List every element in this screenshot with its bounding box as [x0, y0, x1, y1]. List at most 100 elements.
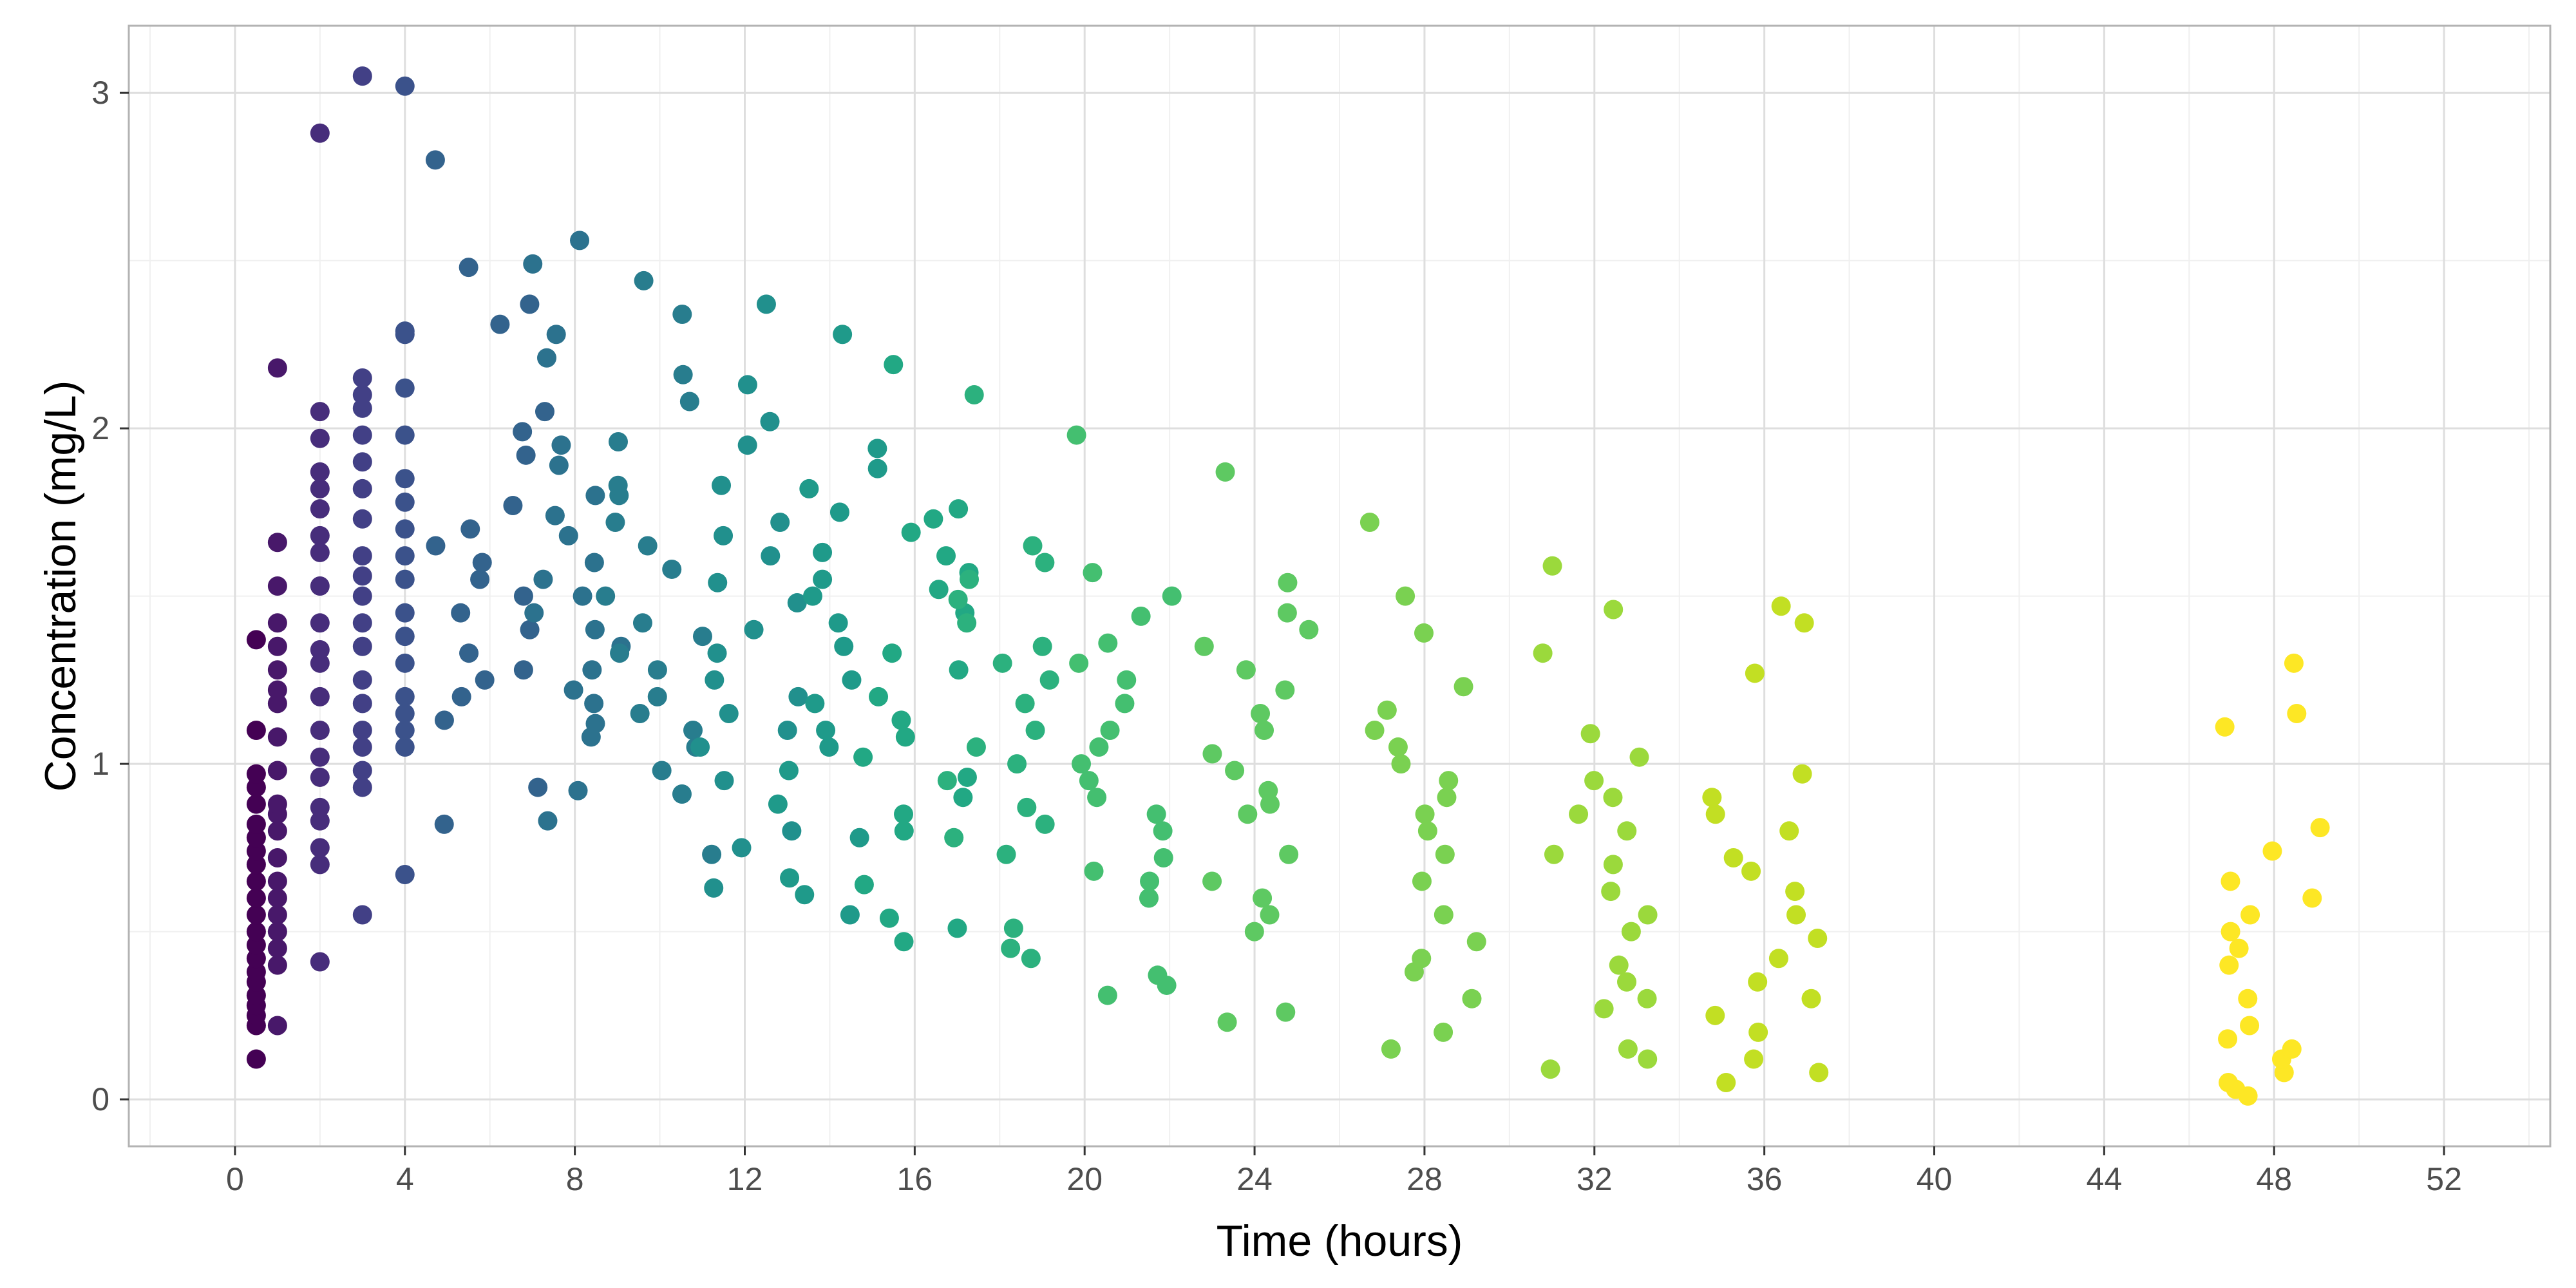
data-point: [795, 885, 815, 905]
data-point: [1412, 949, 1432, 969]
data-point: [1139, 888, 1159, 908]
data-point: [1768, 949, 1788, 969]
data-point: [267, 533, 287, 553]
data-point: [879, 908, 899, 928]
data-point: [1244, 922, 1264, 942]
data-point: [638, 536, 658, 556]
data-point: [780, 868, 800, 888]
data-point: [732, 838, 752, 858]
data-point: [760, 412, 780, 431]
data-point: [2310, 818, 2330, 838]
data-point: [849, 828, 869, 848]
data-point: [714, 526, 734, 545]
data-point: [246, 905, 266, 925]
data-point: [267, 905, 287, 925]
data-point: [490, 314, 510, 334]
data-point: [936, 546, 956, 566]
data-point: [707, 643, 727, 663]
data-point: [867, 439, 887, 459]
data-point: [352, 761, 372, 781]
data-point: [310, 721, 330, 741]
data-point: [816, 721, 836, 741]
data-point: [1723, 848, 1743, 867]
data-point: [788, 687, 808, 706]
data-point: [2302, 888, 2322, 908]
data-point: [352, 905, 372, 925]
data-point: [1388, 737, 1408, 757]
data-point: [246, 962, 266, 982]
data-point: [929, 580, 949, 600]
data-point: [434, 710, 454, 730]
data-point: [1786, 905, 1806, 925]
data-point: [1021, 949, 1041, 969]
data-point: [267, 761, 287, 781]
data-point: [1621, 922, 1641, 942]
data-point: [1794, 613, 1814, 633]
data-point: [1629, 747, 1649, 767]
data-point: [813, 569, 833, 589]
data-point: [799, 478, 819, 498]
data-point: [310, 952, 330, 972]
data-point: [1544, 844, 1564, 864]
data-point: [833, 325, 853, 345]
data-point: [395, 492, 415, 512]
data-point: [608, 475, 628, 495]
data-point: [310, 428, 330, 448]
data-point: [1792, 764, 1812, 784]
data-point: [1637, 989, 1657, 1009]
data-point: [451, 603, 471, 623]
data-point: [1140, 871, 1160, 891]
data-point: [523, 254, 543, 274]
x-tick-label: 0: [226, 1161, 244, 1197]
data-point: [395, 425, 415, 445]
data-point: [853, 747, 873, 767]
data-point: [647, 687, 667, 706]
data-point: [535, 402, 554, 422]
data-point: [585, 714, 605, 734]
data-point: [632, 613, 652, 633]
data-point: [1462, 989, 1482, 1009]
data-point: [1279, 844, 1299, 864]
x-tick-label: 44: [2087, 1161, 2123, 1197]
data-point: [1542, 556, 1562, 576]
data-point: [551, 435, 571, 455]
data-point: [549, 455, 569, 475]
data-point: [1391, 754, 1411, 774]
data-point: [802, 586, 822, 606]
data-point: [1097, 985, 1117, 1005]
data-point: [949, 660, 969, 680]
data-point: [1809, 1063, 1829, 1083]
data-point: [585, 620, 605, 639]
data-point: [352, 478, 372, 498]
data-point: [1260, 905, 1280, 925]
data-point: [1072, 754, 1092, 774]
x-tick-label: 28: [1406, 1161, 1443, 1197]
data-point: [1035, 814, 1055, 834]
data-point: [520, 620, 540, 639]
data-point: [1100, 721, 1120, 741]
data-point: [2240, 1016, 2260, 1036]
data-point: [246, 949, 266, 969]
data-point: [434, 814, 454, 834]
data-points: [246, 66, 2330, 1106]
data-point: [451, 687, 471, 706]
data-point: [891, 710, 911, 730]
data-point: [310, 462, 330, 482]
data-point: [2219, 1073, 2239, 1093]
data-point: [1584, 771, 1604, 791]
data-point: [1414, 623, 1434, 643]
data-point: [1007, 754, 1027, 774]
x-tick-label: 36: [1747, 1161, 1783, 1197]
data-point: [352, 425, 372, 445]
data-point: [947, 918, 967, 938]
data-point: [704, 878, 724, 898]
data-point: [1039, 670, 1059, 690]
data-point: [761, 546, 781, 566]
data-point: [267, 636, 287, 656]
data-point: [513, 586, 533, 606]
data-point: [1779, 821, 1799, 841]
data-point: [568, 781, 588, 800]
data-point: [395, 321, 415, 341]
y-tick-label: 1: [91, 746, 109, 782]
data-point: [949, 499, 969, 519]
